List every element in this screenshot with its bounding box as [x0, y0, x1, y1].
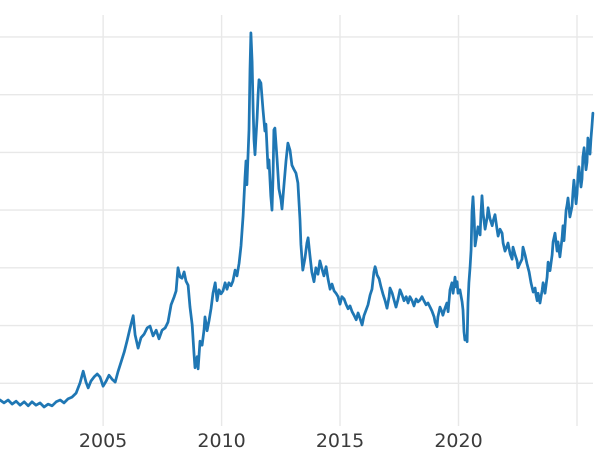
x-tick-label: 2005: [79, 430, 127, 450]
x-tick-label: 2010: [197, 430, 245, 450]
x-tick-label: 2020: [434, 430, 482, 450]
price-line: [0, 31, 595, 409]
x-tick-label: 2015: [316, 430, 364, 450]
